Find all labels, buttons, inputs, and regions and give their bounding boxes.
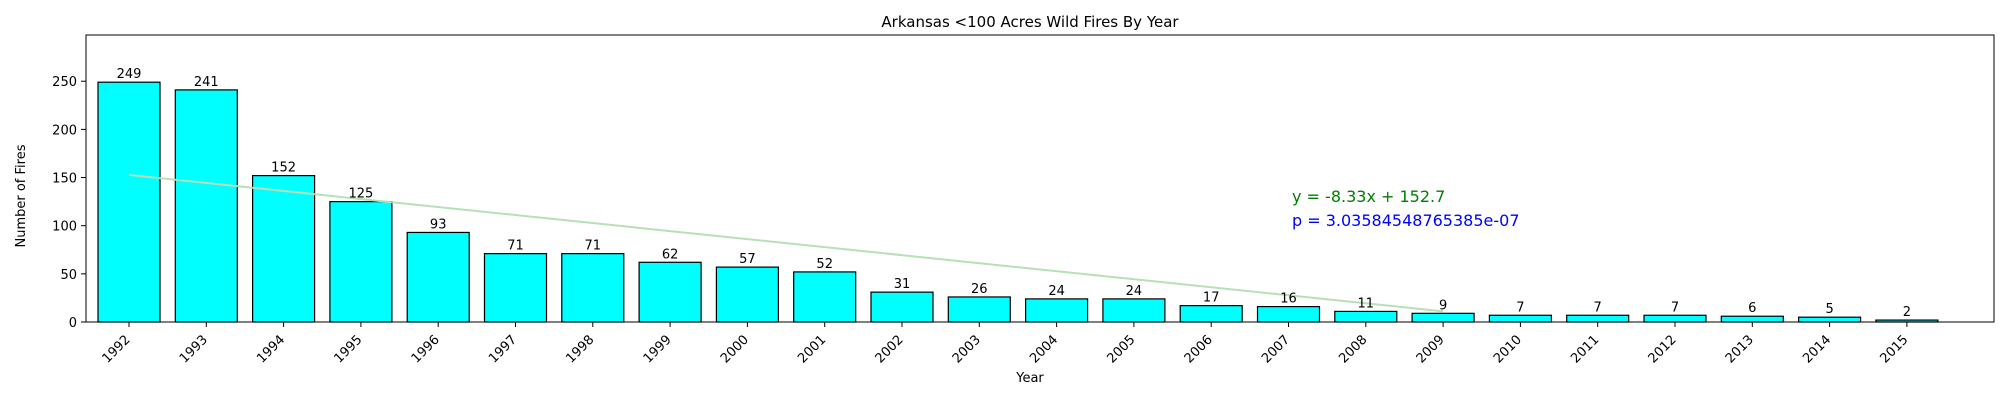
x-tick-label: 2015 [1877, 332, 1911, 366]
bar [638, 261, 702, 323]
x-axis-title: Year [1015, 371, 1044, 386]
plot-frame [85, 34, 1995, 323]
bar [1256, 305, 1321, 323]
y-tick-label: 50 [60, 268, 77, 283]
bar [1411, 312, 1475, 323]
bar [870, 291, 934, 323]
x-tick-label: 2002 [873, 332, 907, 366]
x-tick-label: 2007 [1259, 332, 1293, 366]
bar [947, 296, 1011, 323]
x-tick-label: 1998 [563, 332, 597, 366]
bar [793, 271, 857, 323]
data-label: 24 [1126, 284, 1143, 299]
x-tick-label: 2010 [1491, 332, 1525, 366]
x-tick-label: 2006 [1182, 332, 1216, 366]
y-tick-label: 250 [52, 75, 77, 90]
data-label: 6 [1748, 301, 1756, 316]
bar [174, 89, 238, 323]
trendline-p-value: p = 3.03584548765385e-07 [1292, 211, 1520, 230]
data-label: 57 [739, 252, 756, 267]
bar [1334, 310, 1398, 323]
bar [483, 253, 548, 323]
trendline-equation: y = -8.33x + 152.7 [1292, 187, 1445, 206]
x-tick-label: 1999 [641, 332, 675, 366]
data-label: 31 [894, 277, 911, 292]
data-label: 5 [1825, 302, 1833, 317]
bar [97, 81, 161, 323]
data-label: 62 [662, 247, 679, 262]
x-tick-label: 1992 [100, 332, 134, 366]
x-tick-label: 2000 [718, 332, 752, 366]
bar [561, 253, 625, 323]
x-tick-label: 1997 [486, 332, 520, 366]
x-tick-label: 2012 [1646, 332, 1680, 366]
data-label: 16 [1280, 292, 1297, 307]
data-label: 152 [271, 161, 296, 176]
bar [1024, 298, 1089, 323]
bar [252, 175, 316, 323]
data-label: 2 [1903, 305, 1911, 320]
x-tick-label: 1993 [177, 332, 211, 366]
trendline [128, 173, 1444, 313]
data-label: 26 [971, 282, 988, 297]
data-label: 24 [1048, 284, 1065, 299]
data-label: 93 [430, 217, 447, 232]
bar [715, 266, 780, 323]
data-label: 7 [1516, 300, 1524, 315]
data-label: 9 [1439, 298, 1447, 313]
data-label: 241 [194, 75, 219, 90]
bar [1102, 298, 1166, 323]
x-tick-label: 1995 [331, 332, 365, 366]
bar [1720, 315, 1784, 323]
x-tick-label: 2014 [1800, 332, 1834, 366]
y-tick-label: 150 [52, 172, 77, 187]
x-tick-label: 2001 [795, 332, 829, 366]
bar [1566, 314, 1630, 323]
x-tick-label: 2004 [1027, 332, 1061, 366]
x-tick-label: 2013 [1723, 332, 1757, 366]
bar [1488, 314, 1553, 323]
y-axis-title: Number of Fires [14, 144, 29, 247]
data-label: 7 [1594, 300, 1602, 315]
y-tick-label: 200 [52, 123, 77, 138]
data-label: 17 [1203, 291, 1220, 306]
x-tick-label: 2011 [1568, 332, 1602, 366]
x-tick-label: 2005 [1104, 332, 1138, 366]
y-tick-label: 0 [69, 316, 77, 331]
x-tick-label: 2008 [1336, 332, 1370, 366]
data-label: 249 [117, 67, 142, 82]
data-label: 11 [1358, 296, 1375, 311]
x-tick-label: 1994 [254, 332, 288, 366]
data-label: 52 [816, 257, 833, 272]
x-tick-label: 2003 [950, 332, 984, 366]
chart-title: Arkansas <100 Acres Wild Fires By Year [881, 13, 1179, 31]
data-label: 71 [507, 239, 524, 254]
bar [329, 201, 393, 323]
bar [1179, 305, 1243, 323]
bar [1797, 316, 1862, 323]
bar [406, 231, 470, 323]
data-label: 7 [1671, 300, 1679, 315]
data-label: 125 [348, 187, 373, 202]
x-tick-label: 2009 [1414, 332, 1448, 366]
y-tick-label: 100 [52, 220, 77, 235]
x-tick-label: 1996 [409, 332, 443, 366]
data-label: 71 [585, 239, 602, 254]
bar [1643, 314, 1707, 323]
